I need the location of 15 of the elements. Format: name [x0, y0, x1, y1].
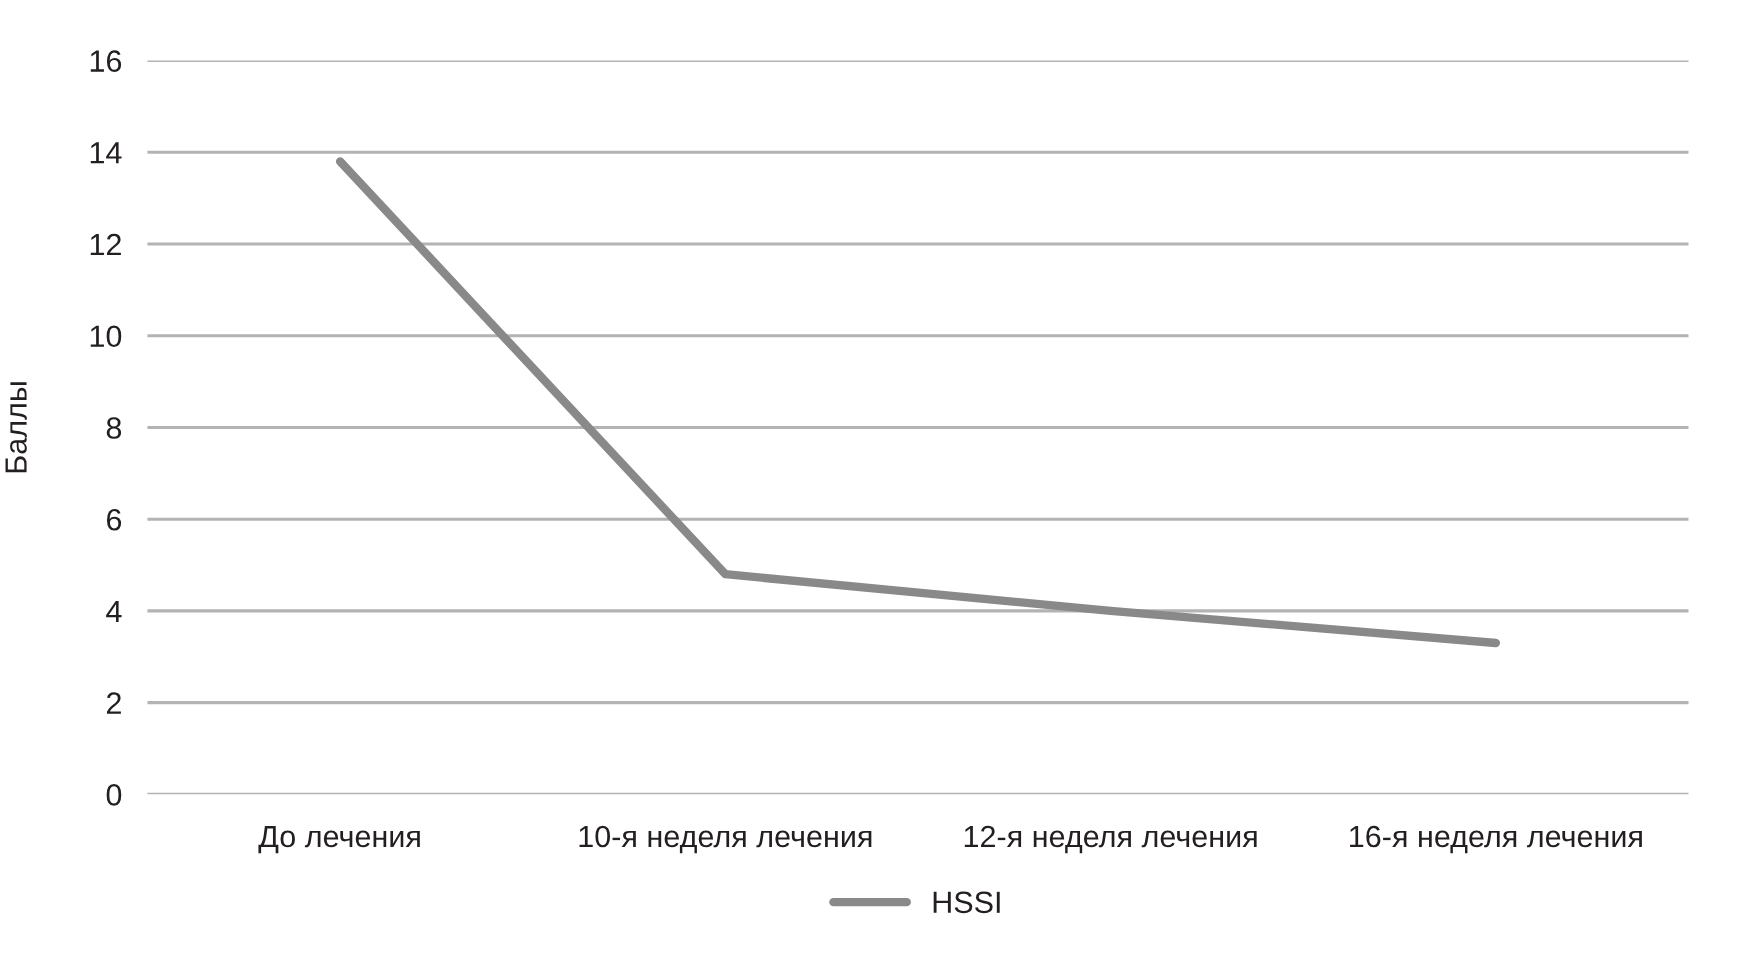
x-tick-label: До лечения — [258, 826, 420, 854]
y-tick-label: 16 — [90, 50, 122, 72]
x-tick-label: 12-я неделя лечения — [964, 825, 1257, 854]
y-tick-label: 8 — [106, 417, 122, 439]
y-tick-label: 14 — [90, 142, 122, 164]
y-tick-label: 0 — [106, 784, 122, 806]
x-tick-label: 10-я неделя лечения — [579, 825, 872, 854]
y-tick-label: 12 — [90, 233, 121, 256]
legend-label: HSSI — [933, 891, 1000, 914]
y-axis-title: Баллы — [5, 382, 27, 473]
y-tick-label: 4 — [106, 600, 122, 622]
x-tick-label: 16-я неделя лечения — [1350, 825, 1642, 854]
y-tick-label: 10 — [90, 325, 122, 348]
y-tick-label: 6 — [106, 508, 122, 531]
y-tick-label: 2 — [106, 692, 121, 714]
